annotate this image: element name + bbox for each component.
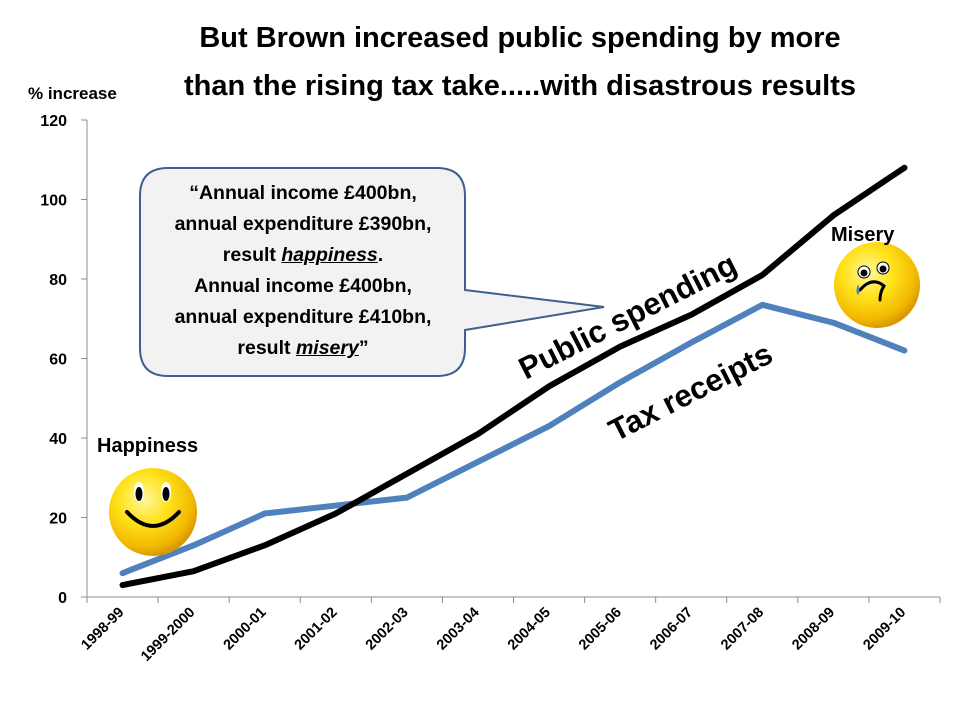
callout-line-6-pre: result [237, 337, 296, 359]
callout-happiness-em: happiness [281, 244, 378, 266]
callout-text: “Annual income £400bn, annual expenditur… [144, 178, 462, 364]
callout-misery-em: misery [295, 337, 359, 359]
y-tick-label: 120 [40, 113, 67, 130]
happy-face-icon [109, 468, 197, 556]
callout-line-3: result happiness. [144, 240, 462, 271]
series-line-public-spending [119, 164, 908, 589]
chart-title-line-1: But Brown increased public spending by m… [199, 22, 841, 54]
series-layer [119, 164, 908, 589]
callout-line-2: annual expenditure £390bn, [174, 213, 432, 235]
x-tick-label: 2006-07 [647, 605, 696, 654]
x-tick-label: 2009-10 [860, 605, 909, 654]
x-tick-label: 2002-03 [363, 605, 412, 654]
x-tick-label: 2004-05 [505, 605, 554, 654]
x-tick-label: 1998-99 [78, 605, 127, 654]
callout-line-5: annual expenditure £410bn, [174, 306, 432, 328]
y-tick-label: 80 [49, 272, 67, 289]
y-tick-label: 0 [58, 590, 67, 607]
sad-face-icon [834, 242, 920, 328]
y-tick-label: 60 [49, 352, 67, 369]
y-tick-label: 100 [40, 193, 67, 210]
happiness-label: Happiness [97, 435, 199, 457]
x-tick-label: 2003-04 [434, 605, 483, 654]
y-tick-label: 40 [49, 431, 67, 448]
y-axis-label: % increase [28, 84, 117, 103]
x-tick-label: 2007-08 [718, 605, 767, 654]
series-line-tax-receipts [119, 301, 908, 577]
x-tick-label: 1999-2000 [138, 605, 198, 665]
callout-line-3-post: . [377, 244, 384, 266]
callout-line-1: “Annual income £400bn, [189, 182, 417, 204]
chart-title-line-2: than the rising tax take.....with disast… [184, 70, 856, 102]
y-tick-label: 20 [49, 511, 67, 528]
x-tick-label: 2008-09 [789, 605, 838, 654]
x-tick-label: 2000-01 [221, 605, 270, 654]
x-tick-label: 2001-02 [292, 605, 341, 654]
callout-line-6-post: ” [358, 337, 369, 359]
callout-line-4: Annual income £400bn, [194, 275, 412, 297]
x-tick-label: 2005-06 [576, 605, 625, 654]
callout-line-6: result misery” [144, 333, 462, 364]
callout-line-3-pre: result [222, 244, 282, 266]
speech-bubble [139, 167, 605, 377]
misery-label: Misery [831, 224, 895, 246]
